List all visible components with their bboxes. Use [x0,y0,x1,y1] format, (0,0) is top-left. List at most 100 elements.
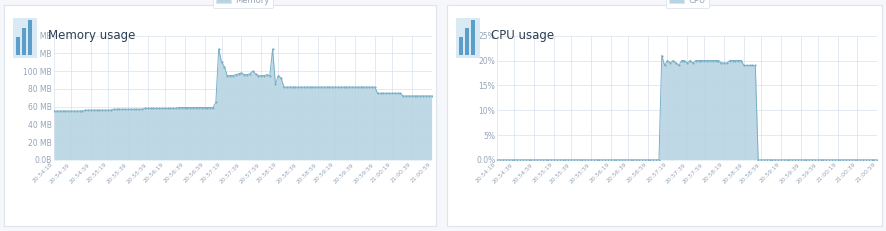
Point [203,106,217,109]
Point [58,109,73,113]
Point [129,107,144,111]
Point [556,158,570,162]
Point [805,158,820,162]
Point [330,85,345,89]
Point [558,158,572,162]
Point [657,64,672,67]
Point [308,85,323,89]
Point [87,108,101,112]
Point [311,85,325,89]
Point [666,59,680,62]
Point [593,158,607,162]
Point [240,73,254,76]
Point [706,59,720,62]
Point [579,158,593,162]
Point [175,106,189,109]
Point [299,85,314,89]
Point [181,106,195,109]
Point [370,91,385,95]
Point [56,109,70,113]
Point [697,59,711,62]
Point [223,74,237,77]
Point [624,158,638,162]
Point [163,106,177,110]
Point [189,106,203,109]
Point [680,61,695,65]
Point [109,107,123,111]
Point [757,158,771,162]
Point [655,54,669,57]
Point [345,85,359,89]
Point [547,158,561,162]
Point [248,72,262,76]
Point [266,47,280,51]
Point [811,158,825,162]
Point [158,106,172,110]
Point [198,106,212,109]
Point [387,91,401,95]
Point [859,158,873,162]
Point [408,94,422,98]
Point [825,158,839,162]
Point [351,85,365,89]
Point [839,158,853,162]
Point [141,106,155,110]
Point [856,158,870,162]
Point [674,59,688,62]
Point [172,106,186,109]
Point [75,109,89,113]
Point [81,108,95,112]
Point [314,85,328,89]
Point [490,158,504,162]
Point [285,85,299,89]
Point [728,59,742,62]
Point [504,158,518,162]
Point [212,47,226,51]
Point [342,85,356,89]
Point [711,59,726,62]
Point [320,85,334,89]
Point [830,158,844,162]
Point [848,158,862,162]
Point [78,108,92,112]
Point [177,106,191,109]
Point [237,73,252,76]
Point [416,94,431,98]
Point [780,158,794,162]
Point [115,107,129,111]
Point [186,106,200,109]
Point [124,107,138,111]
Point [723,59,737,62]
Point [638,158,652,162]
Point [92,108,106,112]
Point [632,158,646,162]
Point [550,158,564,162]
Point [73,109,87,113]
Point [575,158,589,162]
Point [525,158,539,162]
Point [155,106,169,110]
Bar [16,37,20,55]
Point [323,85,337,89]
Point [268,83,283,86]
Point [836,158,851,162]
Point [740,64,754,67]
Point [127,107,141,111]
Point [518,158,532,162]
Point [686,61,700,65]
Point [820,158,834,162]
Point [120,107,135,111]
Point [277,85,291,89]
Point [754,158,768,162]
Point [553,158,567,162]
Text: Memory usage: Memory usage [48,29,135,42]
Point [766,158,780,162]
Point [734,59,749,62]
Point [777,158,791,162]
Point [717,61,731,65]
Point [808,158,822,162]
Text: CPU usage: CPU usage [491,29,554,42]
Point [745,64,759,67]
Bar [471,20,476,55]
Point [160,106,175,110]
